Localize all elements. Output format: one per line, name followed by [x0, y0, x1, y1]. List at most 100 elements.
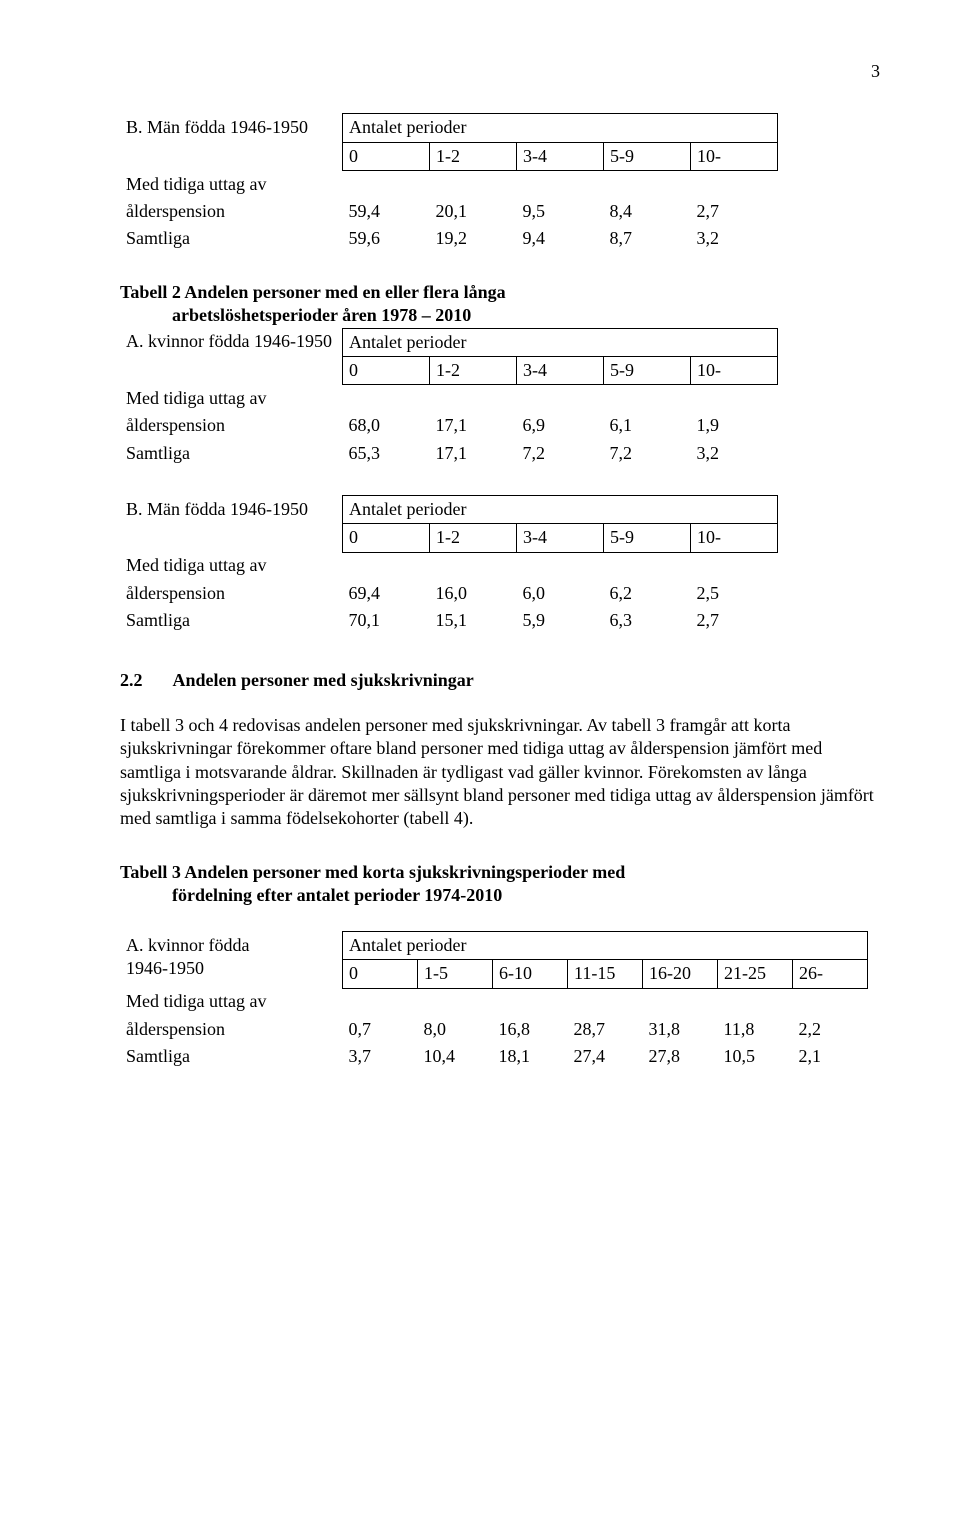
- col-header: 3-4: [517, 357, 604, 385]
- table-a2-title: A. kvinnor födda 1946-1950: [120, 328, 343, 356]
- heading-line: arbetslöshetsperioder åren 1978 – 2010: [120, 305, 471, 325]
- data-cell: 27,8: [643, 1043, 718, 1070]
- data-cell: 7,2: [604, 440, 691, 467]
- col-header: 11-15: [568, 960, 643, 988]
- data-cell: 2,7: [691, 607, 778, 634]
- row-label: Med tidiga uttag av: [120, 552, 343, 579]
- col-header: 16-20: [643, 960, 718, 988]
- data-cell: 2,5: [691, 580, 778, 607]
- data-cell: 18,1: [493, 1043, 568, 1070]
- col-header: 10-: [691, 142, 778, 170]
- data-cell: 3,2: [691, 440, 778, 467]
- col-header: 3-4: [517, 142, 604, 170]
- row-label: Med tidiga uttag av: [120, 988, 343, 1015]
- section-title: Andelen personer med sjukskrivningar: [173, 670, 474, 690]
- col-header: 1-5: [418, 960, 493, 988]
- page-number: 3: [120, 60, 880, 83]
- body-paragraph: I tabell 3 och 4 redovisas andelen perso…: [120, 714, 880, 831]
- data-cell: 15,1: [430, 607, 517, 634]
- row-label: ålderspension: [120, 1016, 343, 1043]
- data-cell: 8,0: [418, 1016, 493, 1043]
- data-cell: 3,2: [691, 225, 778, 252]
- data-cell: 9,4: [517, 225, 604, 252]
- data-cell: 5,9: [517, 607, 604, 634]
- section-2-2-heading: 2.2 Andelen personer med sjukskrivningar: [120, 669, 880, 692]
- data-cell: 16,8: [493, 1016, 568, 1043]
- row-label: ålderspension: [120, 580, 343, 607]
- col-header: 5-9: [604, 524, 691, 552]
- data-cell: 2,2: [793, 1016, 868, 1043]
- col-header: 1-2: [430, 142, 517, 170]
- row-label: Samtliga: [120, 225, 343, 252]
- col-header: 10-: [691, 357, 778, 385]
- heading-line: fördelning efter antalet perioder 1974-2…: [120, 885, 502, 905]
- table-b1: B. Män födda 1946-1950 Antalet perioder …: [120, 113, 880, 252]
- data-cell: 0,7: [343, 1016, 418, 1043]
- data-cell: 65,3: [343, 440, 430, 467]
- data-cell: 59,6: [343, 225, 430, 252]
- antalet-perioder-label: Antalet perioder: [343, 114, 778, 142]
- data-cell: 59,4: [343, 198, 430, 225]
- row-label: Samtliga: [120, 607, 343, 634]
- data-cell: 69,4: [343, 580, 430, 607]
- data-cell: 8,4: [604, 198, 691, 225]
- data-cell: 17,1: [430, 412, 517, 439]
- col-header: 0: [343, 142, 430, 170]
- data-cell: 7,2: [517, 440, 604, 467]
- col-header: 0: [343, 524, 430, 552]
- data-cell: 31,8: [643, 1016, 718, 1043]
- antalet-perioder-label: Antalet perioder: [343, 328, 778, 356]
- data-cell: 16,0: [430, 580, 517, 607]
- data-cell: 11,8: [718, 1016, 793, 1043]
- col-header: 21-25: [718, 960, 793, 988]
- data-cell: 6,1: [604, 412, 691, 439]
- table-b1-title: B. Män födda 1946-1950: [120, 114, 343, 142]
- data-cell: 6,0: [517, 580, 604, 607]
- data-cell: 6,2: [604, 580, 691, 607]
- col-header: 5-9: [604, 357, 691, 385]
- heading-line: Tabell 3 Andelen personer med korta sjuk…: [120, 862, 625, 882]
- table-a3-title-line1: A. kvinnor födda: [126, 935, 249, 955]
- data-cell: 1,9: [691, 412, 778, 439]
- col-header: 6-10: [493, 960, 568, 988]
- table-a2: A. kvinnor födda 1946-1950 Antalet perio…: [120, 328, 880, 467]
- data-cell: 19,2: [430, 225, 517, 252]
- col-header: 0: [343, 960, 418, 988]
- col-header: 1-2: [430, 524, 517, 552]
- data-cell: 28,7: [568, 1016, 643, 1043]
- data-cell: 2,7: [691, 198, 778, 225]
- data-cell: 3,7: [343, 1043, 418, 1070]
- section-num: 2.2: [120, 670, 143, 690]
- data-cell: 9,5: [517, 198, 604, 225]
- row-label: Med tidiga uttag av: [120, 171, 343, 198]
- col-header: 3-4: [517, 524, 604, 552]
- data-cell: 2,1: [793, 1043, 868, 1070]
- row-label: ålderspension: [120, 412, 343, 439]
- row-label: Samtliga: [120, 440, 343, 467]
- col-header: 10-: [691, 524, 778, 552]
- row-label: Med tidiga uttag av: [120, 385, 343, 412]
- data-cell: 6,3: [604, 607, 691, 634]
- antalet-perioder-label: Antalet perioder: [343, 496, 778, 524]
- data-cell: 27,4: [568, 1043, 643, 1070]
- col-header: 0: [343, 357, 430, 385]
- data-cell: 70,1: [343, 607, 430, 634]
- antalet-perioder-label: Antalet perioder: [343, 932, 868, 960]
- data-cell: 20,1: [430, 198, 517, 225]
- data-cell: 10,5: [718, 1043, 793, 1070]
- data-cell: 6,9: [517, 412, 604, 439]
- data-cell: 8,7: [604, 225, 691, 252]
- section-2-2-body: I tabell 3 och 4 redovisas andelen perso…: [120, 714, 880, 831]
- data-cell: 10,4: [418, 1043, 493, 1070]
- table-b2: B. Män födda 1946-1950 Antalet perioder …: [120, 495, 880, 634]
- heading-line: Tabell 2 Andelen personer med en eller f…: [120, 282, 506, 302]
- row-label: ålderspension: [120, 198, 343, 225]
- row-label: Samtliga: [120, 1043, 343, 1070]
- data-cell: 17,1: [430, 440, 517, 467]
- table2-heading: Tabell 2 Andelen personer med en eller f…: [120, 281, 880, 328]
- table-a3-title-line2: 1946-1950: [126, 958, 204, 978]
- table-a3: A. kvinnor födda 1946-1950 Antalet perio…: [120, 931, 880, 1070]
- table3-heading: Tabell 3 Andelen personer med korta sjuk…: [120, 861, 880, 908]
- data-cell: 68,0: [343, 412, 430, 439]
- table-b2-title: B. Män födda 1946-1950: [120, 496, 343, 524]
